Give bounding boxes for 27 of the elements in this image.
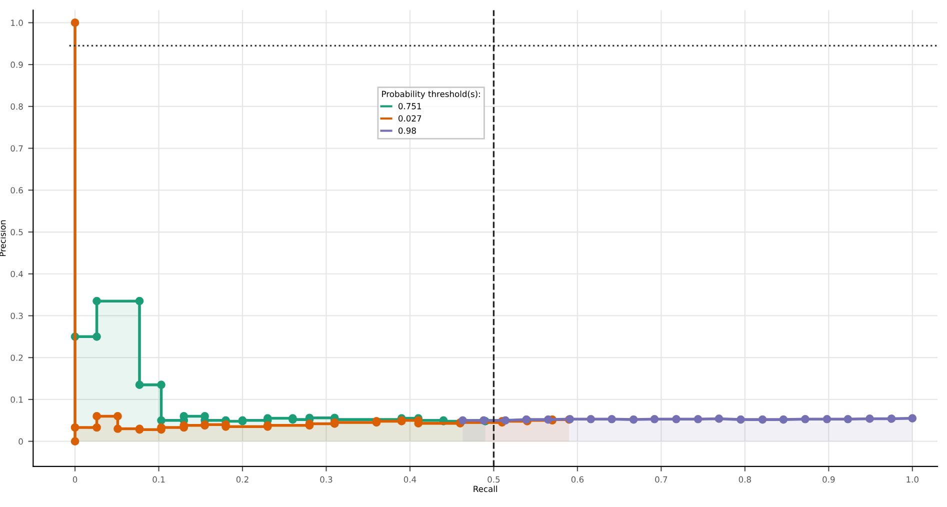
y-tick-label: 0.5	[10, 228, 23, 236]
legend-label: 0.98	[398, 127, 416, 134]
y-tick-label: 0.2	[10, 354, 23, 361]
legend-label: 0.751	[398, 103, 422, 110]
y-tick-label: 0.9	[10, 62, 23, 68]
y-tick-label: 0	[18, 438, 23, 445]
y-tick-label: 0.3	[10, 312, 23, 320]
x-tick-label: 0.2	[236, 476, 248, 483]
legend-title: Probability threshold(s):	[382, 90, 480, 99]
y-tick-label: 0.7	[10, 145, 23, 152]
x-tick-label: 0.3	[320, 476, 332, 483]
y-tick-label: 0.1	[10, 396, 23, 403]
y-tick-label: 0.4	[10, 270, 23, 278]
x-tick-label: 0.1	[152, 476, 165, 483]
x-tick-label: 0.9	[822, 476, 835, 483]
x-tick-label: 0.4	[404, 476, 416, 483]
y-tick-label: 0.8	[10, 103, 23, 110]
x-tick-label: 0.5	[488, 476, 500, 483]
x-tick-label: 0	[72, 476, 78, 483]
legend-label: 0.027	[398, 115, 422, 122]
y-tick-label: 0.6	[10, 187, 23, 194]
x-tick-label: 0.6	[571, 476, 584, 483]
x-tick-label: 1.0	[906, 476, 918, 483]
y-tick-label: 1.0	[11, 20, 23, 26]
x-tick-label: 0.7	[655, 476, 668, 483]
x-tick-label: 0.8	[738, 476, 751, 483]
x-axis-title: Recall	[474, 486, 497, 492]
